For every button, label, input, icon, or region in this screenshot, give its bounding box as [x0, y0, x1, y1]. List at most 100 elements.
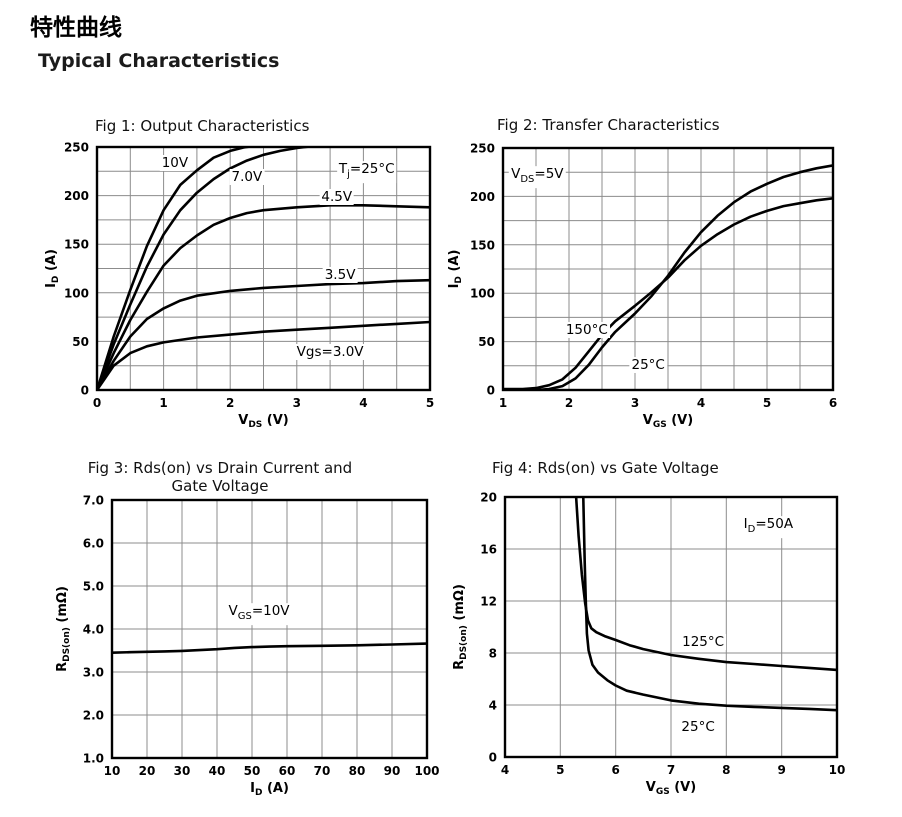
- fig3-y-tick: 3.0: [83, 666, 104, 680]
- fig2-title: Fig 2: Transfer Characteristics: [497, 116, 720, 134]
- fig3-y-tick: 2.0: [83, 709, 104, 723]
- fig4-gridlines: [505, 497, 837, 757]
- fig4-annotation-2: 25°C: [679, 719, 717, 736]
- fig2-y-axis-label: ID (A): [447, 250, 464, 289]
- fig3-x-tick: 30: [174, 764, 191, 778]
- fig1-x-tick: 3: [293, 396, 301, 410]
- fig1-y-tick: 0: [81, 384, 89, 398]
- fig1-x-tick: 4: [359, 396, 367, 410]
- fig3-x-tick: 60: [279, 764, 296, 778]
- fig3-x-tick: 50: [244, 764, 261, 778]
- fig4-y-tick: 0: [489, 751, 497, 765]
- fig2-annotation-1: 150°C: [563, 321, 610, 338]
- fig3-y-tick: 4.0: [83, 623, 104, 637]
- fig4-y-tick: 8: [489, 647, 497, 661]
- fig1-annotation-3: 4.5V: [319, 188, 355, 205]
- fig4-y-axis-label: RDS(on) (mΩ): [452, 584, 469, 670]
- fig4-title: Fig 4: Rds(on) vs Gate Voltage: [492, 459, 719, 477]
- fig2-y-tick: 250: [470, 142, 495, 156]
- fig3-y-tick: 1.0: [83, 752, 104, 766]
- fig3-x-axis-label: ID (A): [250, 781, 289, 798]
- fig1-annotation-0: 10V: [159, 154, 191, 171]
- fig4-x-tick: 7: [667, 763, 675, 777]
- fig3-plot-svg: 10 20 30 40 50 60 70 80 90 100 1.0 2.0 3.0 4.0 5.0 6.0 7…: [55, 494, 440, 799]
- fig1-y-tick: 50: [72, 335, 89, 349]
- fig1-annotation-2: Tj=25°C: [336, 161, 397, 184]
- fig2-x-tick: 2: [565, 396, 573, 410]
- fig2-x-tick: 4: [697, 396, 705, 410]
- fig1-title: Fig 1: Output Characteristics: [95, 117, 310, 135]
- fig1-curve-0: [97, 147, 257, 390]
- fig3-x-tick: 10: [104, 764, 121, 778]
- fig1-output-characteristics-chart: Fig 1: Output Characteristics 0 1 2 3 4 5 0 50 1…: [30, 112, 455, 447]
- fig3-gridlines: [112, 500, 427, 758]
- fig4-x-tick: 8: [722, 763, 730, 777]
- fig4-x-tick: 6: [611, 763, 619, 777]
- fig1-x-tick: 5: [426, 396, 434, 410]
- fig1-x-tick: 2: [226, 396, 234, 410]
- fig2-x-tick: 3: [631, 396, 639, 410]
- fig3-x-tick: 90: [384, 764, 401, 778]
- fig3-rdson-vs-drain-current-chart: Fig 3: Rds(on) vs Drain Current and Gate…: [30, 455, 460, 815]
- fig3-y-tick: 5.0: [83, 580, 104, 594]
- fig3-annotation-0: VGS=10V: [226, 603, 292, 625]
- fig4-plot-border: [503, 495, 839, 759]
- fig3-x-tick: 20: [139, 764, 156, 778]
- fig4-curve-1: [581, 497, 837, 712]
- fig2-plot-border: [501, 146, 835, 392]
- fig1-y-tick: 250: [64, 141, 89, 155]
- fig1-curve-4: [97, 320, 430, 390]
- fig1-x-tick: 0: [93, 396, 101, 410]
- page-title-cn: 特性曲线: [30, 15, 122, 41]
- fig1-y-tick: 150: [64, 238, 89, 252]
- fig2-y-tick: 0: [487, 384, 495, 398]
- fig1-annotation-1: 7.0V: [229, 169, 265, 186]
- fig4-annotation-0: ID=50A: [741, 516, 796, 538]
- fig3-title: Fig 3: Rds(on) vs Drain Current and Gate…: [87, 459, 353, 495]
- fig1-curve-1: [97, 147, 320, 390]
- fig2-curve-1: [503, 164, 833, 390]
- fig1-y-tick: 100: [64, 286, 89, 300]
- fig2-x-tick: 1: [499, 396, 507, 410]
- fig4-y-tick: 20: [480, 491, 497, 505]
- fig2-annotation-2: 25°C: [629, 356, 667, 373]
- fig1-x-axis-label: VDS (V): [238, 413, 289, 430]
- fig2-annotation-0: VDS=5V: [509, 166, 566, 188]
- fig4-x-tick: 5: [556, 763, 564, 777]
- fig2-y-tick: 50: [478, 335, 495, 349]
- fig4-x-tick: 9: [777, 763, 785, 777]
- fig1-annotation-4: 3.5V: [322, 267, 358, 284]
- fig4-annotation-1: 125°C: [680, 633, 727, 650]
- fig4-rdson-vs-gate-voltage-chart: Fig 4: Rds(on) vs Gate Voltage 4 5 6 7 8 9 10 0…: [446, 455, 878, 817]
- fig3-x-tick: 40: [209, 764, 226, 778]
- fig3-y-tick: 7.0: [83, 494, 104, 508]
- fig3-curve-0: [112, 642, 427, 654]
- fig4-x-tick: 10: [829, 763, 846, 777]
- fig1-y-tick: 200: [64, 189, 89, 203]
- page-title-en: Typical Characteristics: [38, 50, 280, 72]
- fig1-annotation-5: Vgs=3.0V: [294, 344, 366, 361]
- fig4-y-tick: 4: [489, 699, 497, 713]
- fig2-x-tick: 5: [763, 396, 771, 410]
- fig2-x-axis-label: VGS (V): [643, 413, 693, 430]
- fig1-curve-2: [97, 204, 430, 390]
- fig3-x-tick: 70: [314, 764, 331, 778]
- fig1-y-axis-label: ID (A): [44, 249, 61, 288]
- fig2-gridlines: [503, 148, 833, 390]
- fig2-transfer-characteristics-chart: Fig 2: Transfer Characteristics 1 2 3 4 5 6 0 5…: [446, 112, 878, 447]
- fig4-x-axis-label: VGS (V): [646, 780, 696, 797]
- fig2-x-tick: 6: [829, 396, 837, 410]
- fig4-x-tick: 4: [501, 763, 509, 777]
- fig4-y-tick: 12: [480, 595, 497, 609]
- fig2-y-tick: 150: [470, 238, 495, 252]
- fig1-x-tick: 1: [159, 396, 167, 410]
- fig2-y-tick: 200: [470, 190, 495, 204]
- fig1-curve-3: [97, 278, 430, 390]
- fig3-plot-border: [110, 498, 429, 760]
- fig4-y-tick: 16: [480, 543, 497, 557]
- fig3-y-axis-label: RDS(on) (mΩ): [55, 586, 72, 672]
- fig3-x-tick: 80: [349, 764, 366, 778]
